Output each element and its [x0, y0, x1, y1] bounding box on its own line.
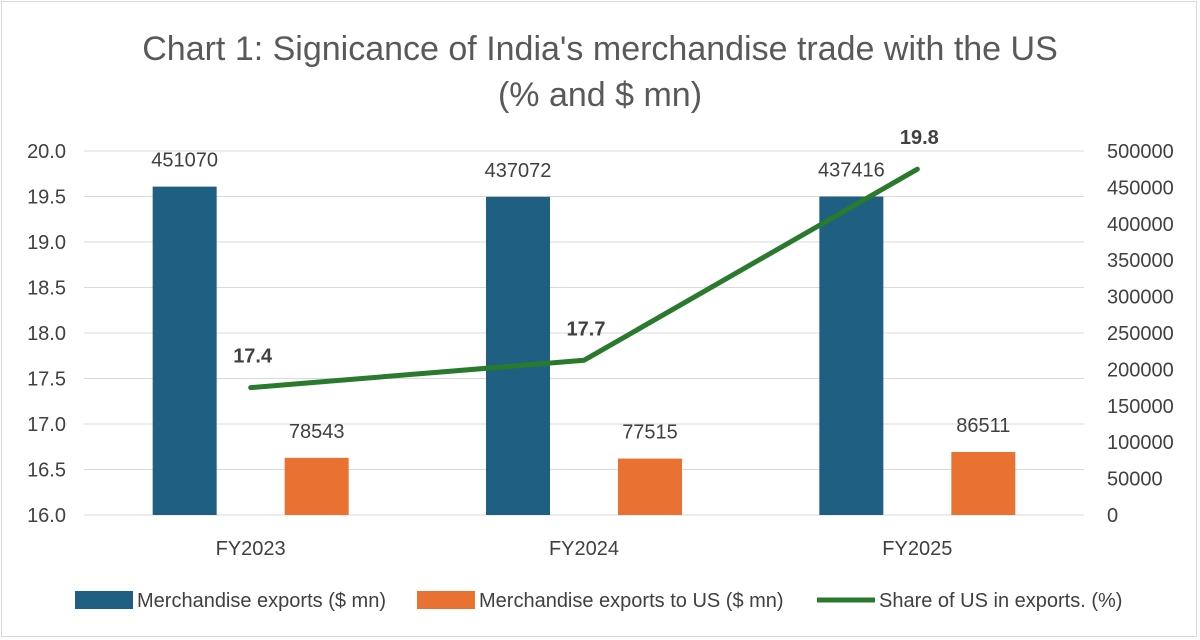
legend-item: Merchandise exports to US ($ mn)	[417, 590, 784, 612]
y-left-tick-label: 16.5	[27, 460, 66, 482]
y-right-tick-label: 150000	[1107, 396, 1174, 418]
legend-label: Share of US in exports. (%)	[879, 590, 1122, 612]
legend-label: Merchandise exports to US ($ mn)	[479, 590, 784, 612]
y-right-tick-label: 300000	[1107, 287, 1174, 309]
line-point	[250, 387, 252, 389]
y-left-tick-label: 18.0	[27, 323, 66, 345]
legend-swatch	[75, 591, 133, 609]
y-right-tick-label: 450000	[1107, 177, 1174, 199]
x-tick-label: FY2023	[216, 538, 286, 560]
y-right-tick-label: 500000	[1107, 141, 1174, 163]
y-left-tick-label: 17.5	[27, 369, 66, 391]
line-point	[916, 168, 918, 170]
y-left-tick-label: 20.0	[27, 141, 66, 163]
bar	[819, 196, 884, 515]
bar-data-label: 437072	[485, 160, 552, 182]
legend-item: Share of US in exports. (%)	[817, 590, 1122, 612]
y-right-tick-label: 50000	[1107, 469, 1163, 491]
legend: Merchandise exports ($ mn) Merchandise ex…	[75, 590, 1122, 612]
bars	[152, 186, 1016, 515]
y-left-tick-label: 17.0	[27, 414, 66, 436]
gridlines	[84, 150, 1084, 516]
x-tick-label: FY2024	[549, 538, 619, 560]
legend-item: Merchandise exports ($ mn)	[75, 590, 386, 612]
y-left-tick-label: 19.0	[27, 232, 66, 254]
bar	[152, 186, 217, 515]
legend-label: Merchandise exports ($ mn)	[137, 590, 386, 612]
axes: 16.0 16.5 17.0 17.5 18.0 18.5 19.0 19.5 20.0 0 500…	[27, 141, 1174, 560]
bar-data-label: 451070	[151, 150, 218, 172]
y-right-tick-label: 250000	[1107, 323, 1174, 345]
y-left-tick-label: 18.5	[27, 278, 66, 300]
y-right-tick-label: 0	[1107, 505, 1118, 527]
bar-data-label: 437416	[818, 160, 885, 182]
bar	[951, 452, 1016, 515]
line-data-label: 17.4	[233, 346, 273, 368]
share-line-group	[248, 166, 920, 391]
y-right-tick-label: 100000	[1107, 432, 1174, 454]
y-left-tick-label: 16.0	[27, 505, 66, 527]
bar	[486, 196, 550, 515]
bar	[284, 457, 349, 515]
bar-data-label: 78543	[289, 421, 345, 443]
data-labels: 451070 437072 437416 78543 77515 86511 17.4 17.…	[151, 127, 1010, 443]
bar-data-label: 86511	[956, 415, 1010, 437]
legend-swatch	[417, 591, 475, 609]
y-right-tick-label: 400000	[1107, 214, 1174, 236]
y-right-tick-label: 350000	[1107, 250, 1174, 272]
line-data-label: 19.8	[900, 127, 939, 149]
y-right-tick-label: 200000	[1107, 359, 1174, 381]
bar-data-label: 77515	[622, 422, 678, 444]
x-tick-label: FY2025	[882, 538, 952, 560]
share-line	[248, 166, 920, 391]
chart-subtitle: (% and $ mn)	[498, 76, 702, 114]
chart-title: Chart 1: Signicance of India's merchandi…	[142, 30, 1058, 68]
line-point	[583, 359, 585, 361]
line-data-label: 17.7	[567, 318, 606, 340]
y-left-tick-label: 19.5	[27, 187, 66, 209]
bar	[618, 458, 682, 515]
